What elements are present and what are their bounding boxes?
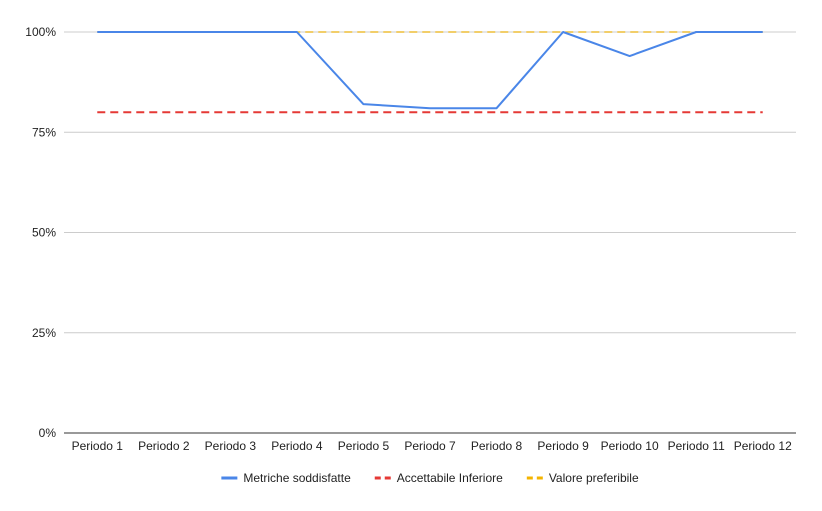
grid-lines [64, 31, 796, 434]
y-tick-label: 25% [32, 326, 56, 340]
x-tick-label: Periodo 1 [72, 439, 124, 453]
x-tick-label: Periodo 7 [404, 439, 456, 453]
legend-label: Valore preferibile [549, 471, 639, 485]
x-tick-label: Periodo 3 [205, 439, 257, 453]
x-tick-label: Periodo 9 [537, 439, 589, 453]
series-line-1 [97, 31, 763, 110]
x-axis-ticks: Periodo 1 Periodo 2 Periodo 3 Periodo 4 Peri… [72, 439, 792, 453]
x-tick-label: Periodo 12 [734, 439, 792, 453]
y-axis-ticks: 0% 25% 50% 75% 100% [25, 25, 56, 440]
x-tick-label: Periodo 8 [471, 439, 523, 453]
y-tick-label: 50% [32, 226, 56, 240]
x-tick-label: Periodo 11 [668, 439, 725, 453]
x-tick-label: Periodo 10 [601, 439, 659, 453]
y-tick-label: 100% [25, 25, 56, 39]
x-tick-label: Periodo 5 [338, 439, 390, 453]
y-tick-label: 75% [32, 125, 56, 139]
legend-label: Accettabile Inferiore [397, 471, 503, 485]
legend-label: Metriche soddisfatte [243, 471, 351, 485]
y-tick-label: 0% [39, 426, 57, 440]
x-tick-label: Periodo 2 [138, 439, 190, 453]
legend: Metriche soddisfatte Accettabile Inferior… [221, 471, 639, 485]
series-lines [97, 31, 763, 114]
x-tick-label: Periodo 4 [271, 439, 323, 453]
